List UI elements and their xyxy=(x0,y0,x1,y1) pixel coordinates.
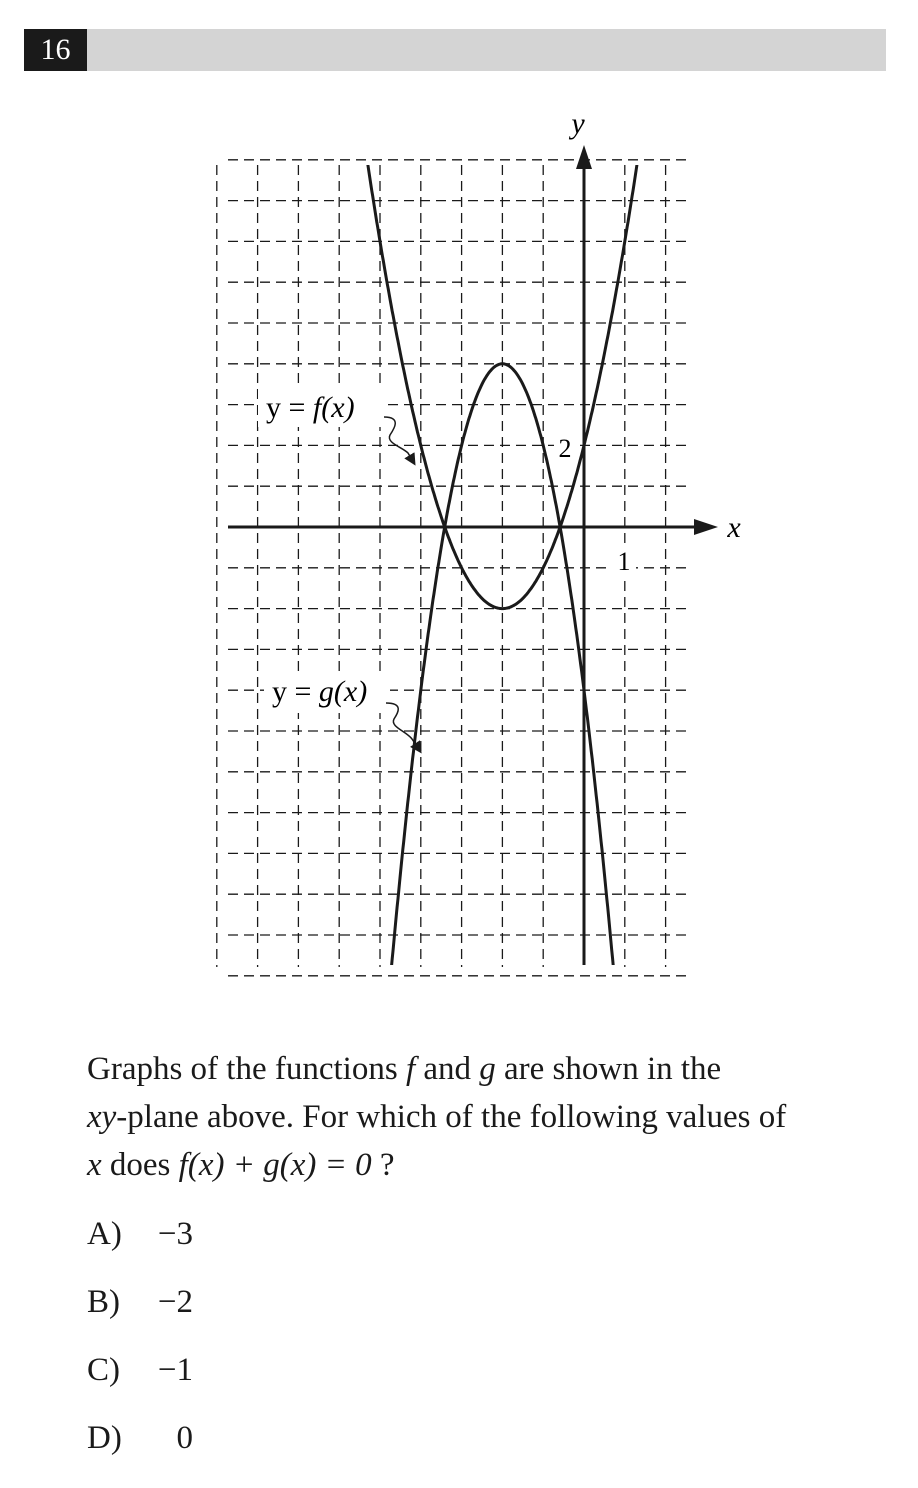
question-number: 16 xyxy=(24,29,87,71)
label-f: y = f(x) xyxy=(266,391,355,424)
curve-g xyxy=(390,362,615,965)
axes xyxy=(228,145,718,965)
choice-b[interactable]: B) −2 xyxy=(87,1284,193,1320)
x-tick-label-1: 1 xyxy=(618,547,631,576)
label-g: y = g(x) xyxy=(272,675,367,708)
question-text: Graphs of the functions f and g are show… xyxy=(87,1051,787,1183)
label-f-pointer xyxy=(383,416,416,466)
choice-c[interactable]: C) −1 xyxy=(87,1352,193,1388)
label-g-pointer xyxy=(385,702,422,754)
y-axis-arrow xyxy=(576,145,592,169)
question-header-bar: 16 xyxy=(24,29,886,71)
choice-a[interactable]: A) −3 xyxy=(87,1216,193,1252)
y-tick-label-2: 2 xyxy=(559,434,572,463)
x-axis-arrow xyxy=(694,519,718,535)
y-axis-label: y xyxy=(568,107,585,140)
choice-d[interactable]: D) 0 xyxy=(87,1420,193,1456)
answer-choices: A) −3 B) −2 C) −1 D) 0 xyxy=(87,1216,193,1488)
curve-f xyxy=(366,165,639,611)
function-graph: y x 2 1 y = f(x) y = g(x) xyxy=(216,107,741,977)
x-axis-label: x xyxy=(726,511,741,544)
